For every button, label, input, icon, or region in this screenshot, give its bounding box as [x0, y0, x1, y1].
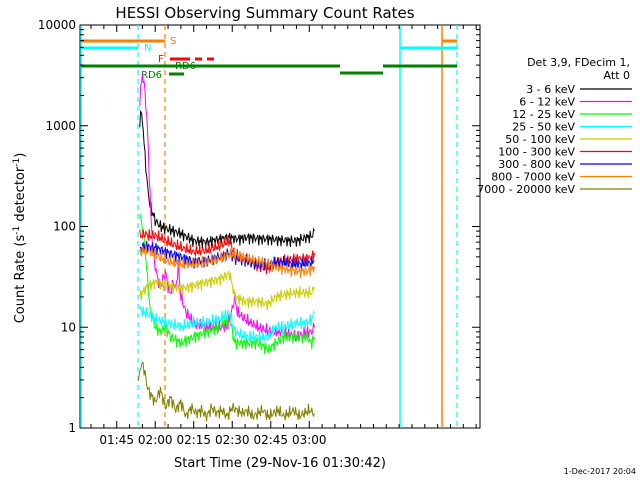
x-tick-label: 02:45 [253, 433, 288, 447]
series-line-3 [139, 305, 315, 343]
x-axis-label: Start Time (29-Nov-16 01:30:42) [174, 456, 386, 471]
y-axis-label-sup1: -1 [12, 226, 22, 235]
series-line-1 [139, 73, 315, 342]
y-tick-label: 10000 [38, 18, 76, 32]
legend-label: 50 - 100 keV [505, 133, 575, 146]
series-line-7 [139, 243, 315, 279]
y-tick-label: 1000 [45, 119, 76, 133]
series-line-5 [139, 229, 315, 275]
y-tick-label: 1 [68, 421, 76, 435]
y-tick-label: 10 [61, 320, 76, 334]
flag-annotation: S [170, 36, 176, 47]
y-axis-label-main: Count Rate (s [13, 235, 28, 324]
series-line-2 [139, 213, 315, 355]
x-tick-label: 02:00 [138, 433, 173, 447]
y-axis-label-sup2: -1 [12, 158, 22, 167]
x-tick-label: 02:15 [176, 433, 211, 447]
legend-label: 25 - 50 keV [512, 121, 575, 134]
series-line-0 [139, 109, 315, 249]
legend-label: 800 - 7000 keV [491, 171, 575, 184]
series-layer [138, 73, 315, 422]
x-tick-label: 03:00 [292, 433, 327, 447]
y-axis-label: Count Rate (s-1 detector-1) [12, 153, 28, 324]
legend-label: 300 - 800 keV [498, 158, 575, 171]
y-axis: 1 10 100 1000 10000 [38, 18, 480, 435]
legend-label: 6 - 12 keV [519, 96, 575, 109]
y-tick-label: 100 [53, 220, 76, 234]
legend-label: 3 - 6 keV [526, 83, 575, 96]
footer-timestamp: 1-Dec-2017 20:04 [564, 467, 636, 476]
legend-label: 7000 - 20000 keV [477, 183, 575, 196]
flag-annotation: N [144, 43, 151, 54]
plot-frame [79, 24, 481, 429]
legend-label: 100 - 300 keV [498, 146, 575, 159]
series-line-8 [138, 361, 315, 422]
series-line-6 [139, 241, 315, 271]
x-tick-label: 01:45 [99, 433, 134, 447]
x-tick-label: 02:30 [215, 433, 250, 447]
legend-label: 12 - 25 keV [512, 108, 575, 121]
x-axis: 01:45 02:00 02:15 02:30 02:45 03:00 [90, 25, 477, 447]
flag-annotation: F [158, 54, 164, 65]
legend-header-line-1: Det 3,9, FDecim 1, [527, 56, 630, 69]
legend-header-line-2: Att 0 [604, 69, 630, 82]
flag-annotation: RD6 [141, 70, 162, 81]
y-axis-label-mid: detector [13, 166, 28, 226]
instrument-flag-bars: S NF RD6 RD6 [81, 36, 457, 81]
plot-area [79, 24, 481, 429]
chart-title: HESSI Observing Summary Count Rates [115, 4, 414, 22]
flag-annotation: RD6 [175, 61, 196, 72]
y-axis-label-end: ) [13, 153, 28, 158]
series-line-4 [139, 270, 315, 311]
